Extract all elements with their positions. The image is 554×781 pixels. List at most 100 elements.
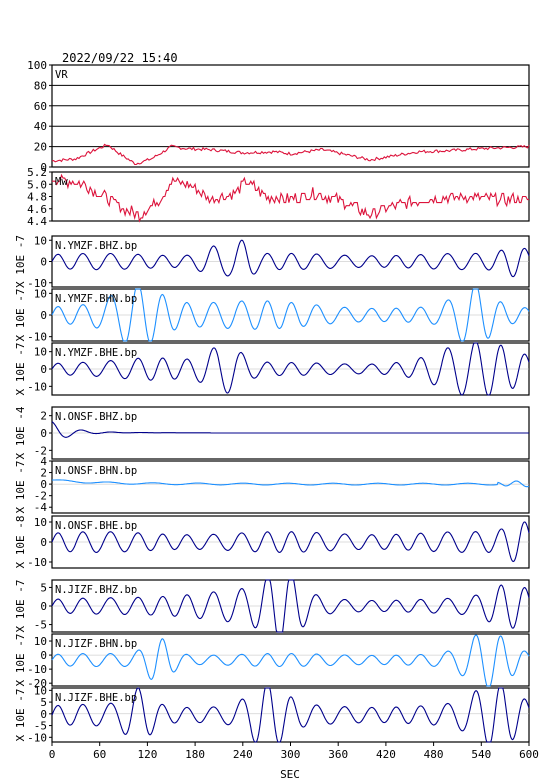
- x-tick-label: 420: [376, 748, 396, 761]
- series-jizf-bhz: [51, 579, 530, 633]
- y-tick-label: 80: [34, 79, 47, 92]
- x-tick-label: 240: [233, 748, 253, 761]
- panel-ymzf-bhz: 10 0 -10 N.YMZF.BHZ.bp X 10E -7: [14, 234, 530, 290]
- panel-label: VR: [55, 69, 68, 81]
- y-tick-label: 5.0: [27, 178, 47, 191]
- y-tick-label: 0: [40, 649, 47, 662]
- scale-label: X 10E -7: [14, 461, 27, 514]
- y-tick-label: -10: [27, 556, 47, 569]
- x-tick-label: 60: [93, 748, 106, 761]
- y-tick-label: -10: [27, 731, 47, 744]
- y-tick-label: -10: [27, 380, 47, 393]
- panel-frame: [51, 64, 530, 168]
- panel-label: N.YMZF.BHZ.bp: [55, 240, 137, 252]
- y-tick-label: 10: [34, 635, 47, 648]
- panel-label: N.JIZF.BHN.bp: [55, 638, 137, 650]
- panel-jizf-bhn: 100-10-20 N.JIZF.BHN.bp X 10E -7: [14, 633, 530, 690]
- y-tick-label: 0: [40, 161, 47, 174]
- scale-label: X 10E -8: [14, 516, 27, 569]
- panel-jizf-bhz: 5 0 -5 N.JIZF.BHZ.bp X 10E -7: [14, 579, 530, 633]
- y-tick-label: 5.2: [27, 166, 47, 179]
- scale-label: X 10E -7: [14, 343, 27, 396]
- y-tick-label: 20: [34, 141, 47, 154]
- panel-vr: 100 80 60 40 20 0 VR: [27, 59, 530, 174]
- x-tick-label: 120: [137, 748, 157, 761]
- y-tick-label: -20: [27, 677, 47, 690]
- y-tick-label: 2: [40, 467, 47, 480]
- panel-label: N.ONSF.BHN.bp: [55, 465, 137, 477]
- x-tick-label: 0: [49, 748, 56, 761]
- y-tick-label: -4: [34, 501, 48, 514]
- y-tick-label: -2: [34, 444, 47, 457]
- y-tick-label: -10: [27, 663, 47, 676]
- y-tick-label: 10: [34, 287, 47, 300]
- panel-label: N.YMZF.BHN.bp: [55, 293, 137, 305]
- y-tick-label: 10: [34, 684, 47, 697]
- y-tick-label: 4.4: [27, 215, 47, 228]
- y-tick-label: 0: [40, 256, 47, 269]
- panel-label: N.YMZF.BHE.bp: [55, 347, 137, 359]
- scale-label: X 10E -7: [14, 289, 27, 342]
- y-tick-label: 10: [34, 516, 47, 529]
- y-tick-label: 4: [40, 455, 47, 468]
- series-ymzf-bhe: [51, 342, 530, 396]
- timestamp-title: 2022/09/22 15:40: [62, 51, 178, 65]
- x-axis-label: SEC: [280, 768, 300, 781]
- series-jizf-bhe: [51, 687, 530, 743]
- panels: 100806040200VR5.25.04.84.64.4Mw100-10N.Y…: [14, 59, 530, 744]
- y-tick-label: 0: [40, 600, 47, 613]
- x-tick-label: 360: [328, 748, 348, 761]
- y-tick-label: 0: [40, 363, 47, 376]
- panel-label: N.JIZF.BHZ.bp: [55, 584, 137, 596]
- series-ymzf-bhz: [51, 239, 530, 278]
- series-onsf-bhn: [51, 479, 530, 488]
- panel-label: N.ONSF.BHE.bp: [55, 520, 137, 532]
- scale-label: X 10E -7: [14, 235, 27, 288]
- y-tick-label: -5: [34, 619, 47, 632]
- scale-label: X 10E -7: [14, 580, 27, 633]
- y-tick-label: 10: [34, 346, 47, 359]
- y-tick-label: -5: [34, 720, 47, 733]
- scale-label: X 10E -7: [14, 634, 27, 687]
- series-jizf-bhn: [51, 634, 530, 687]
- y-tick-label: 0: [40, 427, 47, 440]
- scale-label: X 10E -4: [14, 406, 27, 459]
- y-tick-label: -10: [27, 331, 47, 344]
- panel-ymzf-bhe: 10 0 -10 N.YMZF.BHE.bp X 10E -7: [14, 342, 530, 396]
- panel-label: N.ONSF.BHZ.bp: [55, 411, 137, 423]
- y-tick-label: -10: [27, 277, 47, 290]
- panel-onsf-bhz: 2 0 -2 N.ONSF.BHZ.bp X 10E -4: [14, 406, 530, 460]
- x-tick-label: 300: [281, 748, 301, 761]
- y-tick-label: 5: [40, 581, 47, 594]
- series-ymzf-bhn: [51, 288, 530, 342]
- x-tick-label: 180: [185, 748, 205, 761]
- x-tick-label: 540: [471, 748, 491, 761]
- y-tick-label: 4.8: [27, 191, 47, 204]
- panel-onsf-bhn: 420-2-4 N.ONSF.BHN.bp X 10E -7: [14, 455, 530, 514]
- series-onsf-bhe: [51, 521, 530, 563]
- panel-ymzf-bhn: 10 0 -10 N.YMZF.BHN.bp X 10E -7: [14, 287, 530, 344]
- y-tick-label: 4.6: [27, 203, 47, 216]
- y-tick-label: 0: [40, 536, 47, 549]
- panel-mw: 5.25.04.84.64.4 Mw: [27, 166, 530, 228]
- y-tick-label: 60: [34, 100, 47, 113]
- y-tick-label: 2: [40, 410, 47, 423]
- x-tick-label: 600: [519, 748, 539, 761]
- series-vr: [51, 143, 530, 166]
- y-tick-label: 0: [40, 708, 47, 721]
- y-tick-label: 0: [40, 309, 47, 322]
- y-tick-label: 40: [34, 120, 47, 133]
- panel-label: N.JIZF.BHE.bp: [55, 692, 137, 704]
- series-mw: [52, 173, 529, 223]
- panel-onsf-bhe: 10 0 -10 N.ONSF.BHE.bp X 10E -8: [14, 515, 530, 569]
- x-axis: 0 60 120 180 240 300 360 420 480 540 600: [49, 742, 539, 761]
- series-onsf-bhz: [51, 421, 529, 438]
- panel-frame: [51, 460, 530, 514]
- y-tick-label: 100: [27, 59, 47, 72]
- panel-label: Mw: [55, 176, 68, 188]
- y-tick-label: -2: [34, 490, 47, 503]
- y-tick-label: 0: [40, 478, 47, 491]
- x-tick-label: 480: [424, 748, 444, 761]
